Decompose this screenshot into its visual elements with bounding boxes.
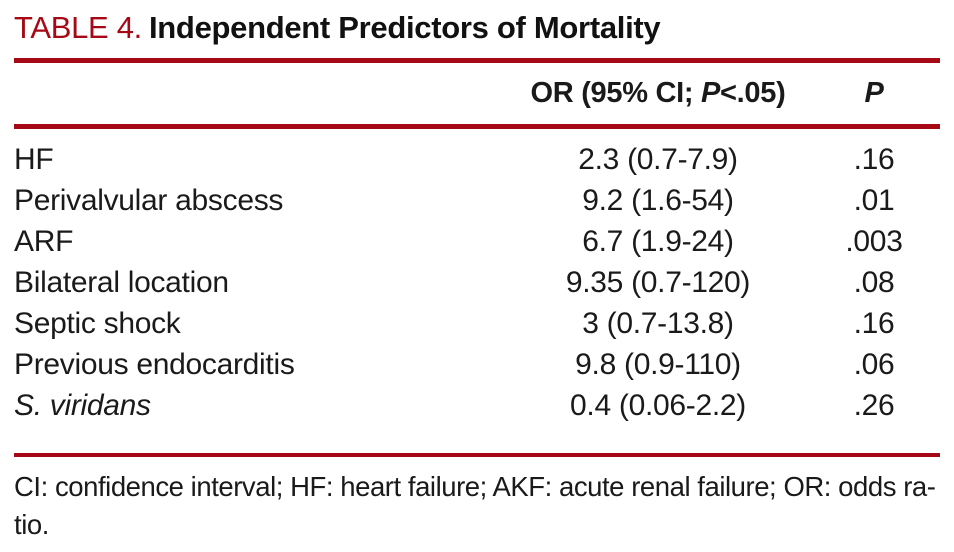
row-label: Bilateral location bbox=[14, 265, 229, 299]
or-ci-value: 9.2 (1.6-54) bbox=[582, 183, 734, 217]
footnote-line-1: CI: confidence interval; HF: heart failu… bbox=[14, 471, 936, 502]
table-body: HF 2.3 (0.7-7.9) .16 Perivalvular absces… bbox=[14, 139, 940, 426]
or-ci-header-suffix: <.05) bbox=[720, 77, 786, 109]
p-value: .26 bbox=[853, 388, 895, 422]
or-ci-value: 3 (0.7-13.8) bbox=[582, 306, 734, 340]
column-header-row: OR (95% CI; P<.05) P bbox=[14, 76, 940, 110]
table-number-label: TABLE 4. bbox=[14, 10, 142, 45]
table-row: Bilateral location 9.35 (0.7-120) .08 bbox=[14, 262, 940, 303]
p-value: .08 bbox=[853, 265, 895, 299]
table-row: Septic shock 3 (0.7-13.8) .16 bbox=[14, 303, 940, 344]
p-value: .01 bbox=[853, 183, 895, 217]
p-value: .16 bbox=[853, 306, 895, 340]
table-row: Previous endocarditis 9.8 (0.9-110) .06 bbox=[14, 344, 940, 385]
row-label: Septic shock bbox=[14, 306, 181, 340]
or-ci-value: 2.3 (0.7-7.9) bbox=[578, 142, 738, 176]
or-ci-value: 0.4 (0.06-2.2) bbox=[570, 388, 746, 422]
row-label: ARF bbox=[14, 224, 74, 258]
table-row: Perivalvular abscess 9.2 (1.6-54) .01 bbox=[14, 180, 940, 221]
header-rule bbox=[14, 124, 940, 129]
or-ci-header-p-italic: P bbox=[700, 77, 721, 109]
row-label: HF bbox=[14, 142, 54, 176]
or-ci-column-header: OR (95% CI; P<.05) bbox=[508, 76, 808, 110]
table-figure: TABLE 4. Independent Predictors of Mortal… bbox=[0, 6, 954, 544]
p-value: .06 bbox=[853, 347, 895, 381]
table-title: TABLE 4. Independent Predictors of Mortal… bbox=[14, 6, 940, 50]
or-ci-value: 6.7 (1.9-24) bbox=[582, 224, 734, 258]
or-ci-header-prefix: OR (95% CI; bbox=[530, 77, 701, 109]
table-title-text: Independent Predictors of Mortality bbox=[148, 10, 661, 45]
footer-rule bbox=[14, 453, 940, 457]
title-rule bbox=[14, 58, 940, 63]
table-row: HF 2.3 (0.7-7.9) .16 bbox=[14, 139, 940, 180]
row-label: S. viridans bbox=[14, 388, 151, 422]
table-row: S. viridans 0.4 (0.06-2.2) .26 bbox=[14, 385, 940, 426]
p-column-header: P bbox=[864, 77, 884, 109]
p-value: .003 bbox=[845, 224, 903, 258]
or-ci-value: 9.8 (0.9-110) bbox=[575, 347, 741, 381]
or-ci-value: 9.35 (0.7-120) bbox=[565, 265, 751, 299]
footnote: CI: confidence interval; HF: heart failu… bbox=[14, 468, 940, 544]
table-row: ARF 6.7 (1.9-24) .003 bbox=[14, 221, 940, 262]
p-value: .16 bbox=[853, 142, 895, 176]
footnote-line-2: tio. bbox=[14, 509, 49, 540]
row-label: Previous endocarditis bbox=[14, 347, 295, 381]
row-label: Perivalvular abscess bbox=[14, 183, 284, 217]
